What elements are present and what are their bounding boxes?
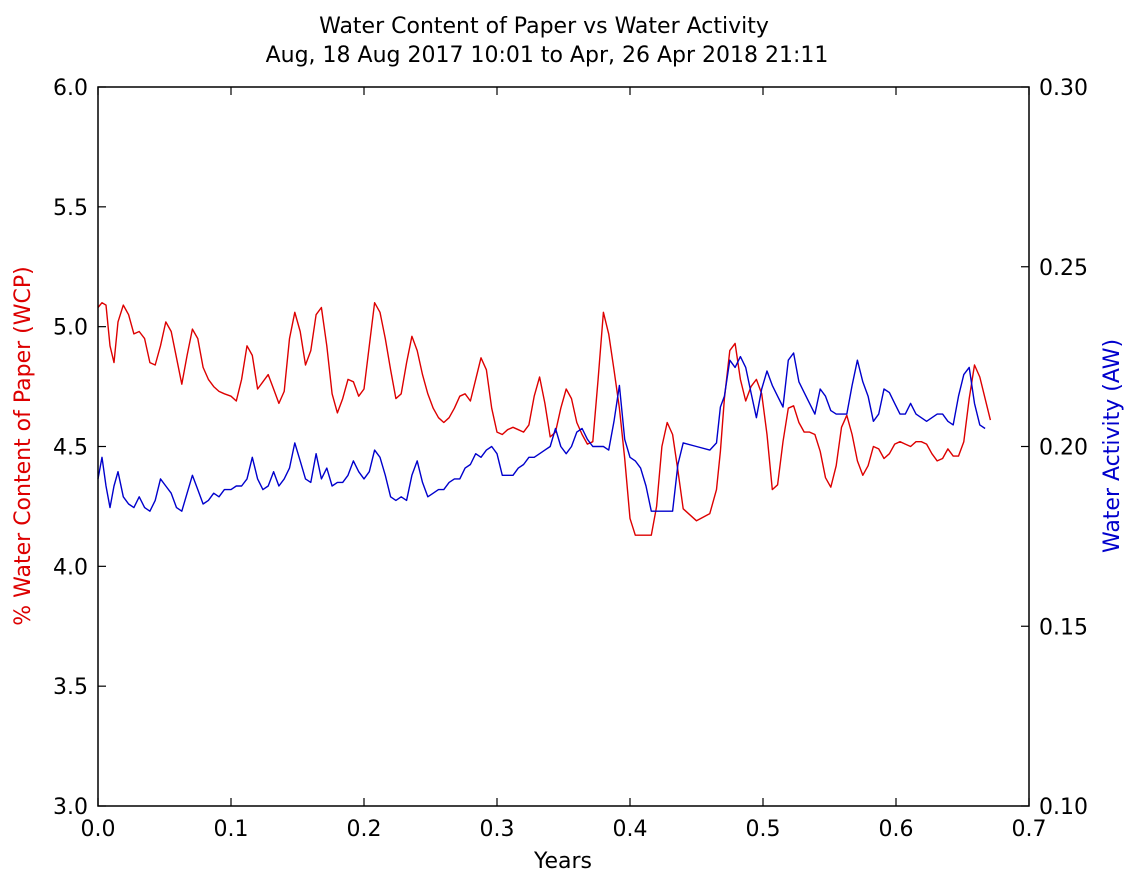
chart-title: Water Content of Paper vs Water Activity xyxy=(319,14,769,39)
x-tick-label: 0.0 xyxy=(81,817,116,842)
y-right-tick-label: 0.25 xyxy=(1039,256,1088,281)
y-left-tick-label: 4.0 xyxy=(53,555,88,580)
x-tick-label: 0.5 xyxy=(746,817,781,842)
series-lines xyxy=(97,302,992,536)
y-left-tick-label: 5.5 xyxy=(53,196,88,221)
plot-frame xyxy=(97,86,1030,807)
x-tick-label: 0.6 xyxy=(879,817,914,842)
y-right-tick-label: 0.15 xyxy=(1039,615,1088,640)
y-left-tick-label: 3.0 xyxy=(53,795,88,820)
x-tick-label: 0.2 xyxy=(347,817,382,842)
y-left-tick-label: 5.0 xyxy=(53,316,88,341)
series-line-wcp xyxy=(97,302,992,536)
series-line-aw xyxy=(97,352,986,512)
chart-subtitle: Aug, 18 Aug 2017 10:01 to Apr, 26 Apr 20… xyxy=(266,43,829,68)
y-right-tick-label: 0.30 xyxy=(1039,76,1088,101)
x-axis-label: Years xyxy=(533,849,592,874)
y-right-axis-label: Water Activity (AW) xyxy=(1100,339,1125,553)
y-left-axis-label: % Water Content of Paper (WCP) xyxy=(11,266,36,625)
axis-ticks: 0.0 0.1 0.2 0.3 0.4 0.5 0.6 0.7 3.0 3.5 4.0 4.5 5.0 5… xyxy=(53,76,1088,842)
x-tick-label: 0.7 xyxy=(1012,817,1047,842)
y-right-tick-label: 0.10 xyxy=(1039,795,1088,820)
y-left-tick-label: 3.5 xyxy=(53,675,88,700)
y-left-tick-label: 6.0 xyxy=(53,76,88,101)
y-right-tick-label: 0.20 xyxy=(1039,436,1088,461)
y-left-tick-label: 4.5 xyxy=(53,436,88,461)
x-tick-label: 0.1 xyxy=(214,817,249,842)
x-tick-label: 0.4 xyxy=(613,817,648,842)
x-tick-label: 0.3 xyxy=(480,817,515,842)
